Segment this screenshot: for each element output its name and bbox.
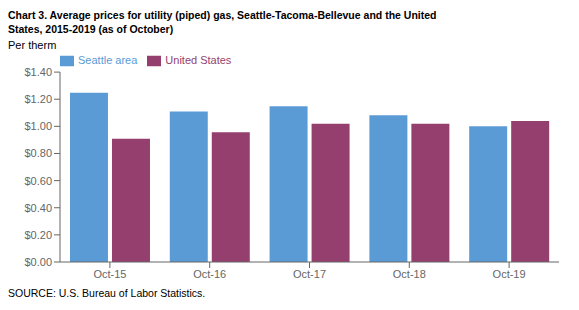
svg-text:$1.00: $1.00 [24, 120, 52, 132]
html-text:Seattle area: Seattle area [78, 54, 138, 66]
html-text:United States: United States [165, 54, 232, 66]
svg-text:$0.20: $0.20 [24, 229, 52, 241]
svg-text:$0.00: $0.00 [24, 256, 52, 268]
svg-text:$0.40: $0.40 [24, 202, 52, 214]
html-text:States, 2015-2019 (as of Octob: States, 2015-2019 (as of October) [8, 23, 174, 35]
svg-text:Oct-16: Oct-16 [193, 268, 226, 280]
html-text:Per therm: Per therm [8, 39, 57, 51]
svg-text:Oct-17: Oct-17 [293, 268, 326, 280]
html-text:SOURCE: U.S. Bureau of Labor S: SOURCE: U.S. Bureau of Labor Statistics. [8, 287, 206, 299]
svg-text:$0.60: $0.60 [24, 175, 52, 187]
html-text:Chart 3. Average prices for ut: Chart 3. Average prices for utility (pip… [8, 9, 437, 21]
svg-text:Oct-19: Oct-19 [493, 268, 526, 280]
svg-text:Oct-18: Oct-18 [393, 268, 426, 280]
svg-text:Oct-15: Oct-15 [93, 268, 126, 280]
svg-text:$0.80: $0.80 [24, 147, 52, 159]
svg-text:$1.20: $1.20 [24, 93, 52, 105]
svg-text:$1.40: $1.40 [24, 66, 52, 78]
